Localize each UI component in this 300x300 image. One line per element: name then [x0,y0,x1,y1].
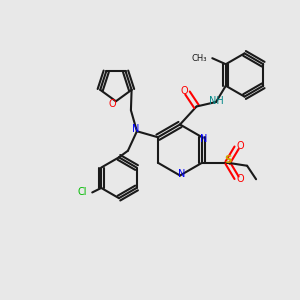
Text: NH: NH [209,96,224,106]
Text: O: O [236,174,244,184]
Text: N: N [132,124,139,134]
Text: O: O [109,99,116,109]
Text: S: S [224,155,231,165]
Text: Cl: Cl [77,188,87,197]
Text: O: O [180,85,188,96]
Text: O: O [236,141,244,151]
Text: N: N [178,169,185,179]
Text: CH₃: CH₃ [191,54,207,63]
Text: N: N [200,134,207,144]
